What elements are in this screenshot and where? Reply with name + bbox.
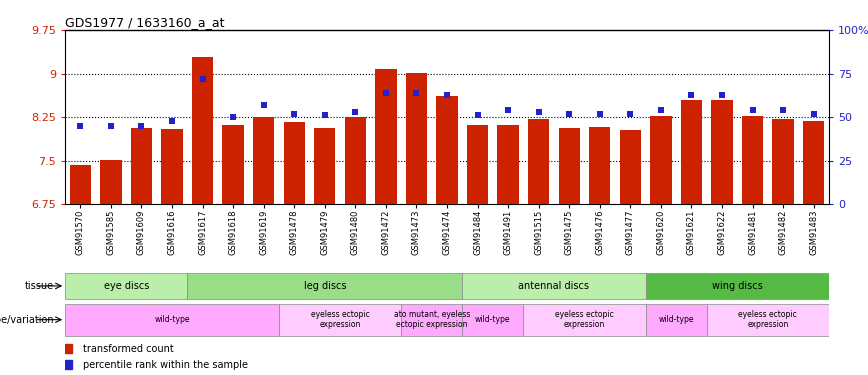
- Bar: [803, 121, 825, 204]
- Bar: [650, 116, 672, 204]
- Text: wing discs: wing discs: [712, 281, 763, 291]
- Text: eyeless ectopic
expression: eyeless ectopic expression: [556, 310, 614, 329]
- Bar: [742, 116, 763, 204]
- Bar: [284, 122, 305, 204]
- Bar: [253, 117, 274, 204]
- Bar: [65, 304, 279, 336]
- Text: eye discs: eye discs: [103, 281, 149, 291]
- Bar: [437, 96, 457, 204]
- Text: transformed count: transformed count: [83, 344, 174, 354]
- Bar: [711, 100, 733, 204]
- Bar: [65, 344, 72, 353]
- Text: wild-type: wild-type: [475, 315, 510, 324]
- Text: eyeless ectopic
expression: eyeless ectopic expression: [739, 310, 797, 329]
- Bar: [401, 304, 463, 336]
- Bar: [375, 69, 397, 204]
- Bar: [345, 117, 366, 204]
- Bar: [192, 57, 214, 204]
- Bar: [131, 128, 152, 204]
- Bar: [620, 130, 641, 204]
- Text: tissue: tissue: [24, 281, 54, 291]
- Bar: [65, 273, 187, 298]
- Bar: [69, 165, 91, 204]
- Bar: [497, 125, 519, 204]
- Bar: [187, 273, 463, 298]
- Text: wild-type: wild-type: [155, 315, 190, 324]
- Bar: [65, 360, 72, 369]
- Bar: [463, 273, 646, 298]
- Bar: [463, 304, 523, 336]
- Bar: [523, 304, 646, 336]
- Bar: [707, 304, 829, 336]
- Bar: [773, 119, 794, 204]
- Text: leg discs: leg discs: [304, 281, 346, 291]
- Text: antennal discs: antennal discs: [518, 281, 589, 291]
- Bar: [222, 125, 244, 204]
- Bar: [589, 127, 610, 204]
- Bar: [646, 304, 707, 336]
- Bar: [405, 73, 427, 204]
- Bar: [100, 160, 122, 204]
- Bar: [314, 128, 336, 204]
- Bar: [558, 128, 580, 204]
- Bar: [681, 100, 702, 204]
- Text: eyeless ectopic
expression: eyeless ectopic expression: [311, 310, 370, 329]
- Text: genotype/variation: genotype/variation: [0, 315, 54, 325]
- Text: ato mutant, eyeless
ectopic expression: ato mutant, eyeless ectopic expression: [393, 310, 470, 329]
- Text: percentile rank within the sample: percentile rank within the sample: [83, 360, 248, 370]
- Bar: [279, 304, 401, 336]
- Bar: [646, 273, 829, 298]
- Bar: [161, 129, 183, 204]
- Bar: [528, 119, 549, 204]
- Text: wild-type: wild-type: [659, 315, 694, 324]
- Bar: [467, 125, 489, 204]
- Text: GDS1977 / 1633160_a_at: GDS1977 / 1633160_a_at: [65, 16, 225, 29]
